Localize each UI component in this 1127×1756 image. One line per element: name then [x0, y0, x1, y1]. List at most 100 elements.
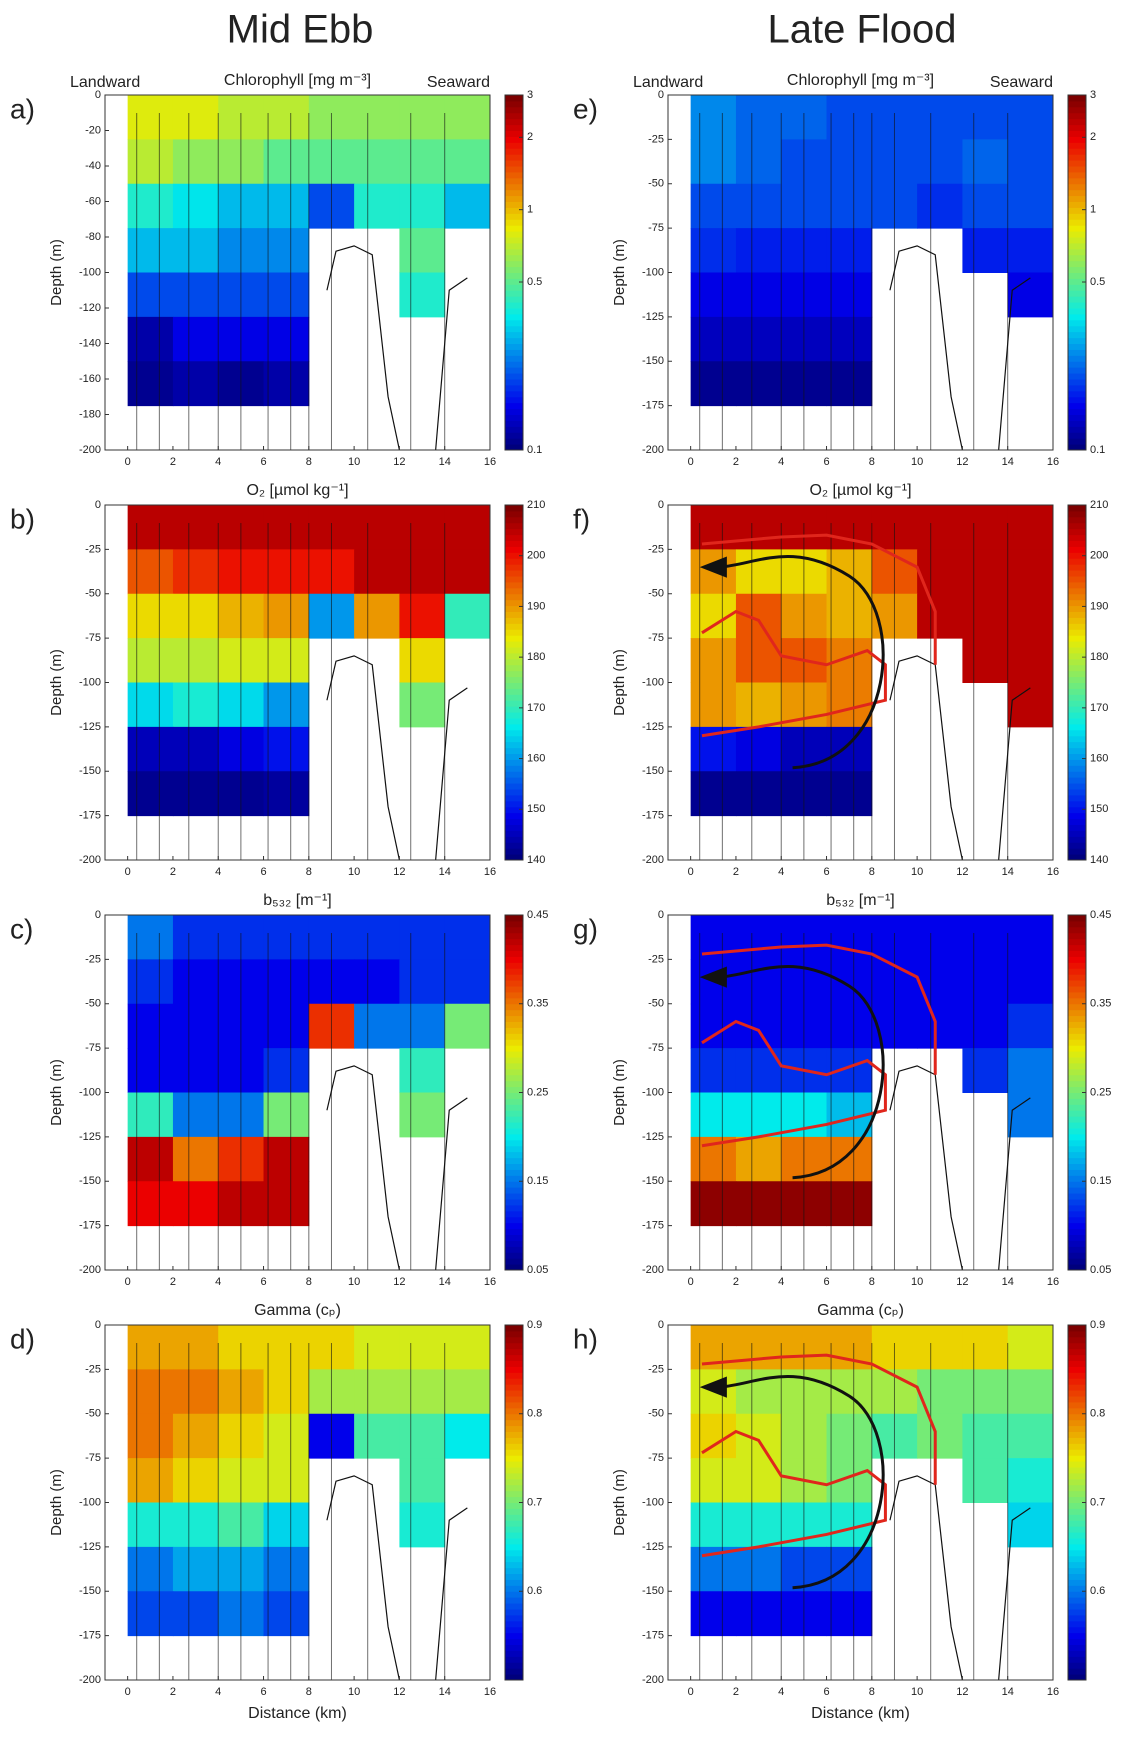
- colorbar-step: [505, 237, 523, 244]
- colorbar-step: [505, 1384, 523, 1391]
- colorbar-tick-label: 0.25: [1090, 1086, 1111, 1098]
- colorbar-step: [505, 546, 523, 553]
- colorbar-frame: [1067, 94, 1087, 451]
- colorbar-step: [505, 1092, 523, 1099]
- colorbar-step: [505, 581, 523, 589]
- colorbar-step: [1068, 100, 1086, 108]
- cell: [962, 959, 1009, 1005]
- colorbar-step: [505, 1561, 523, 1569]
- colorbar-step: [1068, 1437, 1086, 1444]
- cell: [399, 1325, 446, 1370]
- y-axis-label: Depth (m): [611, 1059, 628, 1126]
- colorbar-frame: [504, 504, 524, 861]
- colorbar-step: [505, 1169, 523, 1176]
- colorbar-tick-label: 0.6: [1090, 1585, 1105, 1597]
- colorbar-step: [505, 1573, 523, 1580]
- colorbar-step: [505, 926, 523, 934]
- cell: [690, 228, 737, 273]
- colorbar-step: [505, 349, 523, 356]
- colorbar-step: [1068, 1092, 1086, 1099]
- y-tick-label: -200: [79, 444, 101, 456]
- cell: [172, 682, 219, 728]
- colorbar-step: [1068, 373, 1086, 380]
- cell: [735, 1181, 782, 1227]
- cell: [444, 1369, 491, 1415]
- colorbar-tick-label: 2: [1090, 131, 1096, 143]
- colorbar-step: [505, 1086, 523, 1093]
- colorbar-tick-label: 0.35: [527, 998, 548, 1010]
- colorbar-step: [505, 1366, 523, 1373]
- colorbar-step: [1068, 629, 1086, 636]
- colorbar-step: [505, 771, 523, 778]
- colorbar-step: [1068, 1644, 1086, 1651]
- cell: [127, 915, 174, 960]
- y-tick-label: -50: [648, 998, 664, 1010]
- contour-outline: [701, 609, 887, 738]
- colorbar-step: [1068, 1133, 1086, 1141]
- colorbar-step: [505, 564, 523, 571]
- colorbar-step: [505, 1128, 523, 1135]
- cell: [127, 1546, 174, 1592]
- colorbar-step: [1068, 564, 1086, 571]
- cell: [399, 1502, 446, 1548]
- x-tick-label: 6: [260, 1686, 266, 1698]
- colorbar-step: [505, 558, 523, 565]
- colorbar-tick-label: 3: [527, 89, 533, 101]
- colorbar-tick-label: 0.5: [527, 276, 542, 288]
- colorbar-step: [505, 1484, 523, 1492]
- x-tick-label: 4: [778, 456, 784, 468]
- colorbar-tick-label: 0.15: [527, 1175, 548, 1187]
- cell: [826, 771, 873, 817]
- colorbar-step: [505, 528, 523, 536]
- x-tick-label: 4: [215, 456, 221, 468]
- colorbar-step: [1068, 944, 1086, 951]
- flow-arrow: [719, 1375, 885, 1590]
- bathymetry: [889, 245, 1031, 451]
- cell: [127, 1591, 174, 1637]
- cell: [127, 95, 174, 140]
- y-tick-label: -120: [79, 302, 101, 314]
- cell: [127, 771, 174, 817]
- colorbar-step: [505, 313, 523, 321]
- x-tick-label: 14: [1002, 866, 1014, 878]
- y-tick-label: -75: [85, 1042, 101, 1054]
- colorbar-step: [505, 932, 523, 940]
- colorbar-step: [1068, 599, 1086, 607]
- colorbar-step: [505, 522, 523, 530]
- colorbar-step: [505, 1175, 523, 1182]
- cell: [172, 1502, 219, 1548]
- cell: [826, 139, 873, 185]
- cell: [962, 1369, 1009, 1415]
- cell: [399, 95, 446, 140]
- x-tick-label: 14: [1002, 456, 1014, 468]
- y-tick-label: -125: [79, 721, 101, 733]
- colorbar-step: [1068, 1246, 1086, 1253]
- cell: [1007, 1458, 1054, 1503]
- colorbar-step: [1068, 1021, 1086, 1028]
- colorbar-step: [505, 759, 523, 766]
- cell: [444, 593, 491, 639]
- y-tick-label: -75: [85, 632, 101, 644]
- cell: [690, 272, 737, 318]
- cell: [826, 1458, 873, 1503]
- colorbar-step: [1068, 676, 1086, 683]
- cell: [263, 682, 310, 728]
- cell: [444, 549, 491, 595]
- colorbar-step: [505, 920, 523, 928]
- cell: [399, 915, 446, 960]
- colorbar-step: [505, 225, 523, 232]
- colorbar-step: [505, 1228, 523, 1235]
- x-tick-label: 2: [170, 1686, 176, 1698]
- colorbar-step: [505, 1620, 523, 1628]
- colorbar-step: [1068, 1139, 1086, 1147]
- cell: [399, 228, 446, 273]
- colorbar-tick-label: 0.6: [527, 1585, 542, 1597]
- cell: [127, 726, 174, 772]
- panel-title: O₂ [µmol kg⁻¹]: [809, 482, 911, 499]
- cell: [263, 1092, 310, 1138]
- colorbar-tick-label: 0.1: [1090, 444, 1105, 456]
- colorbar-step: [505, 599, 523, 607]
- cell: [735, 1591, 782, 1637]
- colorbar-step: [505, 438, 523, 445]
- cell: [127, 316, 174, 362]
